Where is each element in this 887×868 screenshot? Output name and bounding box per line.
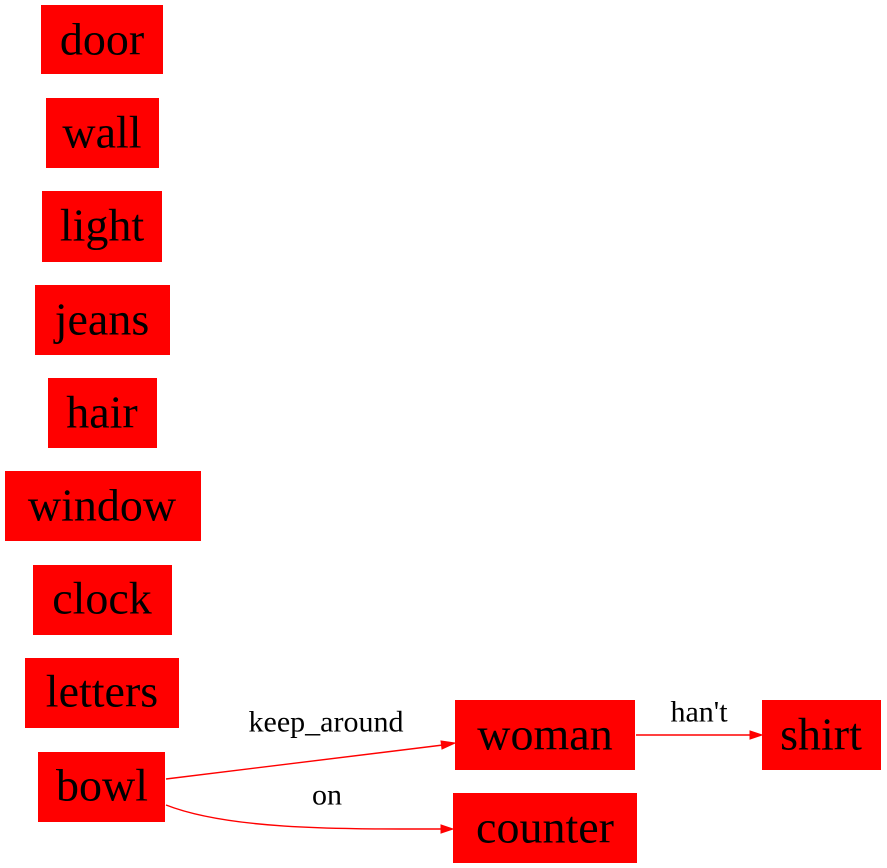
node-woman-box <box>455 700 635 770</box>
node-jeans-label: jeans <box>53 294 150 345</box>
node-letters-box <box>25 658 179 728</box>
node-bowl-box <box>38 752 165 822</box>
node-clock: clock <box>33 565 172 635</box>
node-jeans-box <box>35 285 170 355</box>
edge-bowl-woman: keep_around <box>165 706 457 780</box>
node-door-box <box>41 5 163 74</box>
node-counter: counter <box>453 793 637 863</box>
node-door-label: door <box>60 14 144 65</box>
node-bowl-label: bowl <box>56 760 148 811</box>
edge-bowl-counter: on <box>165 779 455 834</box>
node-woman-label: woman <box>477 709 612 760</box>
edge-woman-shirt-label: han't <box>670 696 728 729</box>
node-shirt-label: shirt <box>780 709 862 760</box>
node-hair-label: hair <box>66 387 138 438</box>
node-wall-box <box>46 98 159 168</box>
node-light: light <box>42 191 162 262</box>
node-jeans: jeans <box>35 285 170 355</box>
node-door: door <box>41 5 163 74</box>
node-hair: hair <box>48 378 157 448</box>
node-window: window <box>5 471 201 541</box>
node-letters: letters <box>25 658 179 728</box>
node-woman: woman <box>455 700 635 770</box>
node-counter-label: counter <box>476 802 614 853</box>
node-wall-label: wall <box>62 107 141 158</box>
node-shirt-box <box>762 700 881 770</box>
node-shirt: shirt <box>762 700 881 770</box>
node-clock-box <box>33 565 172 635</box>
node-letters-label: letters <box>46 666 158 717</box>
edge-bowl-counter-line <box>165 804 442 830</box>
edge-bowl-counter-arrowhead <box>440 824 455 834</box>
edge-bowl-woman-line <box>165 744 444 780</box>
node-window-label: window <box>28 480 177 531</box>
node-clock-label: clock <box>52 573 152 624</box>
node-hair-box <box>48 378 157 448</box>
node-wall: wall <box>46 98 159 168</box>
node-counter-box <box>453 793 637 863</box>
node-bowl: bowl <box>38 752 165 822</box>
node-light-label: light <box>60 200 145 251</box>
edge-woman-shirt: han't <box>636 696 764 740</box>
edge-bowl-woman-arrowhead <box>440 740 457 750</box>
edge-woman-shirt-arrowhead <box>749 730 764 740</box>
node-window-box <box>5 471 201 541</box>
node-light-box <box>42 191 162 262</box>
edge-bowl-woman-label: keep_around <box>249 706 404 739</box>
edge-bowl-counter-label: on <box>312 779 342 812</box>
